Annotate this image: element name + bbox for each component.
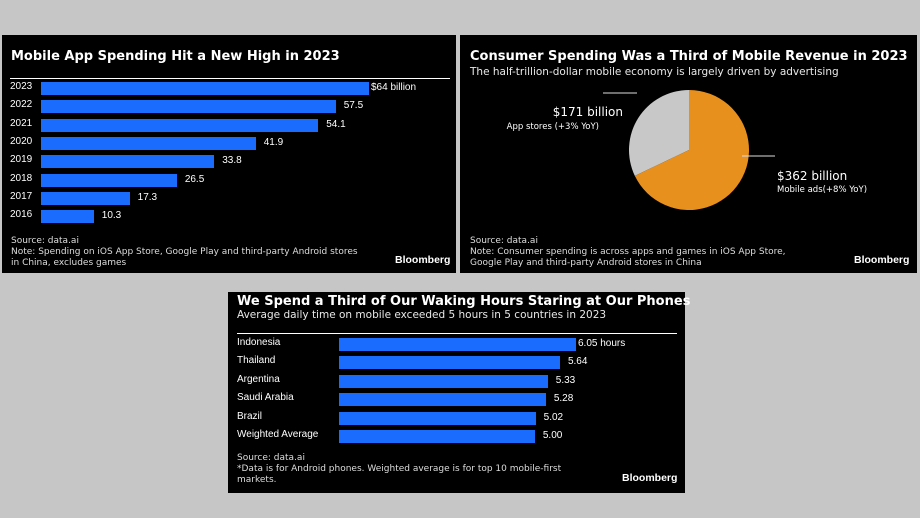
bar (339, 430, 535, 443)
bar (41, 118, 319, 132)
note: Note: Spending on iOS App Store, Google … (11, 247, 358, 268)
bar (41, 210, 94, 224)
data-label: 5.28 (553, 393, 574, 405)
chart-panel-screen-time: We Spend a Third of Our Waking Hours Sta… (228, 292, 690, 493)
category-label: Argentina (237, 373, 280, 385)
category-label: Brazil (237, 410, 263, 422)
category-label: 2021 (10, 117, 33, 129)
data-label: 57.5 (343, 100, 364, 112)
category-label: 2018 (10, 172, 33, 184)
category-label: 2022 (10, 99, 33, 111)
bar (41, 173, 177, 187)
bar (339, 411, 536, 425)
category-label: 2023 (10, 81, 33, 92)
data-label: 33.8 (222, 155, 242, 167)
slice-label-app-stores: App stores (+3% YoY) (506, 122, 599, 132)
source: Source: data.ai (470, 236, 538, 246)
category-label: Saudi Arabia (237, 392, 294, 404)
slice-value-app-stores: $171 billion (552, 105, 623, 119)
slice-label-mobile-ads: Mobile ads(+8% YoY) (777, 185, 868, 195)
chart-title: We Spend a Third of Our Waking Hours Sta… (237, 294, 691, 309)
data-label: 5.00 (542, 430, 563, 441)
pie-slice-app-stores (629, 90, 689, 176)
category-label: Indonesia (237, 337, 281, 348)
pie-slice-mobile-ads (634, 90, 749, 210)
data-label: 54.1 (326, 118, 346, 130)
data-label: 10.3 (101, 210, 122, 222)
bar (41, 136, 256, 150)
data-label: 5.33 (555, 374, 576, 386)
category-label: 2017 (10, 190, 33, 202)
data-label: 5.02 (543, 411, 564, 423)
category-label: 2019 (10, 154, 33, 166)
note: Note: Consumer spending is across apps a… (470, 247, 786, 268)
bloomberg-logo: Bloomberg (854, 254, 910, 266)
bar (339, 393, 546, 407)
data-label: $64 billion (371, 82, 417, 93)
bloomberg-logo: Bloomberg (395, 254, 451, 266)
chart-subtitle: Average daily time on mobile exceeded 5 … (237, 309, 607, 321)
chart-subtitle: The half-trillion-dollar mobile economy … (470, 66, 839, 78)
divider (237, 333, 677, 334)
slice-value-mobile-ads: $362 billion (777, 169, 848, 183)
data-label: 5.64 (567, 356, 588, 368)
divider (10, 78, 450, 79)
category-label: 2020 (10, 135, 33, 147)
bar (41, 100, 336, 114)
note: *Data is for Android phones. Weighted av… (237, 464, 562, 485)
bar (339, 356, 560, 370)
bloomberg-logo: Bloomberg (622, 472, 678, 484)
chart-title: Mobile App Spending Hit a New High in 20… (11, 49, 340, 64)
category-label: Thailand (237, 355, 276, 367)
data-label: 26.5 (184, 173, 205, 185)
source: Source: data.ai (11, 236, 79, 246)
pie-chart (603, 90, 775, 210)
chart-panel-app-spending: Mobile App Spending Hit a New High in 20… (2, 35, 456, 273)
chart-panel-mobile-revenue: Consumer Spending Was a Third of Mobile … (460, 35, 917, 273)
bar (339, 374, 548, 388)
bar (41, 191, 130, 205)
bar (41, 155, 215, 169)
bar (339, 338, 576, 351)
category-label: 2016 (10, 209, 33, 221)
source: Source: data.ai (237, 453, 305, 463)
category-label: Weighted Average (237, 429, 319, 440)
bar (41, 82, 369, 95)
data-label: 17.3 (137, 191, 158, 203)
chart-title: Consumer Spending Was a Third of Mobile … (470, 49, 908, 64)
data-label: 6.05 hours (578, 338, 626, 349)
data-label: 41.9 (263, 136, 284, 148)
